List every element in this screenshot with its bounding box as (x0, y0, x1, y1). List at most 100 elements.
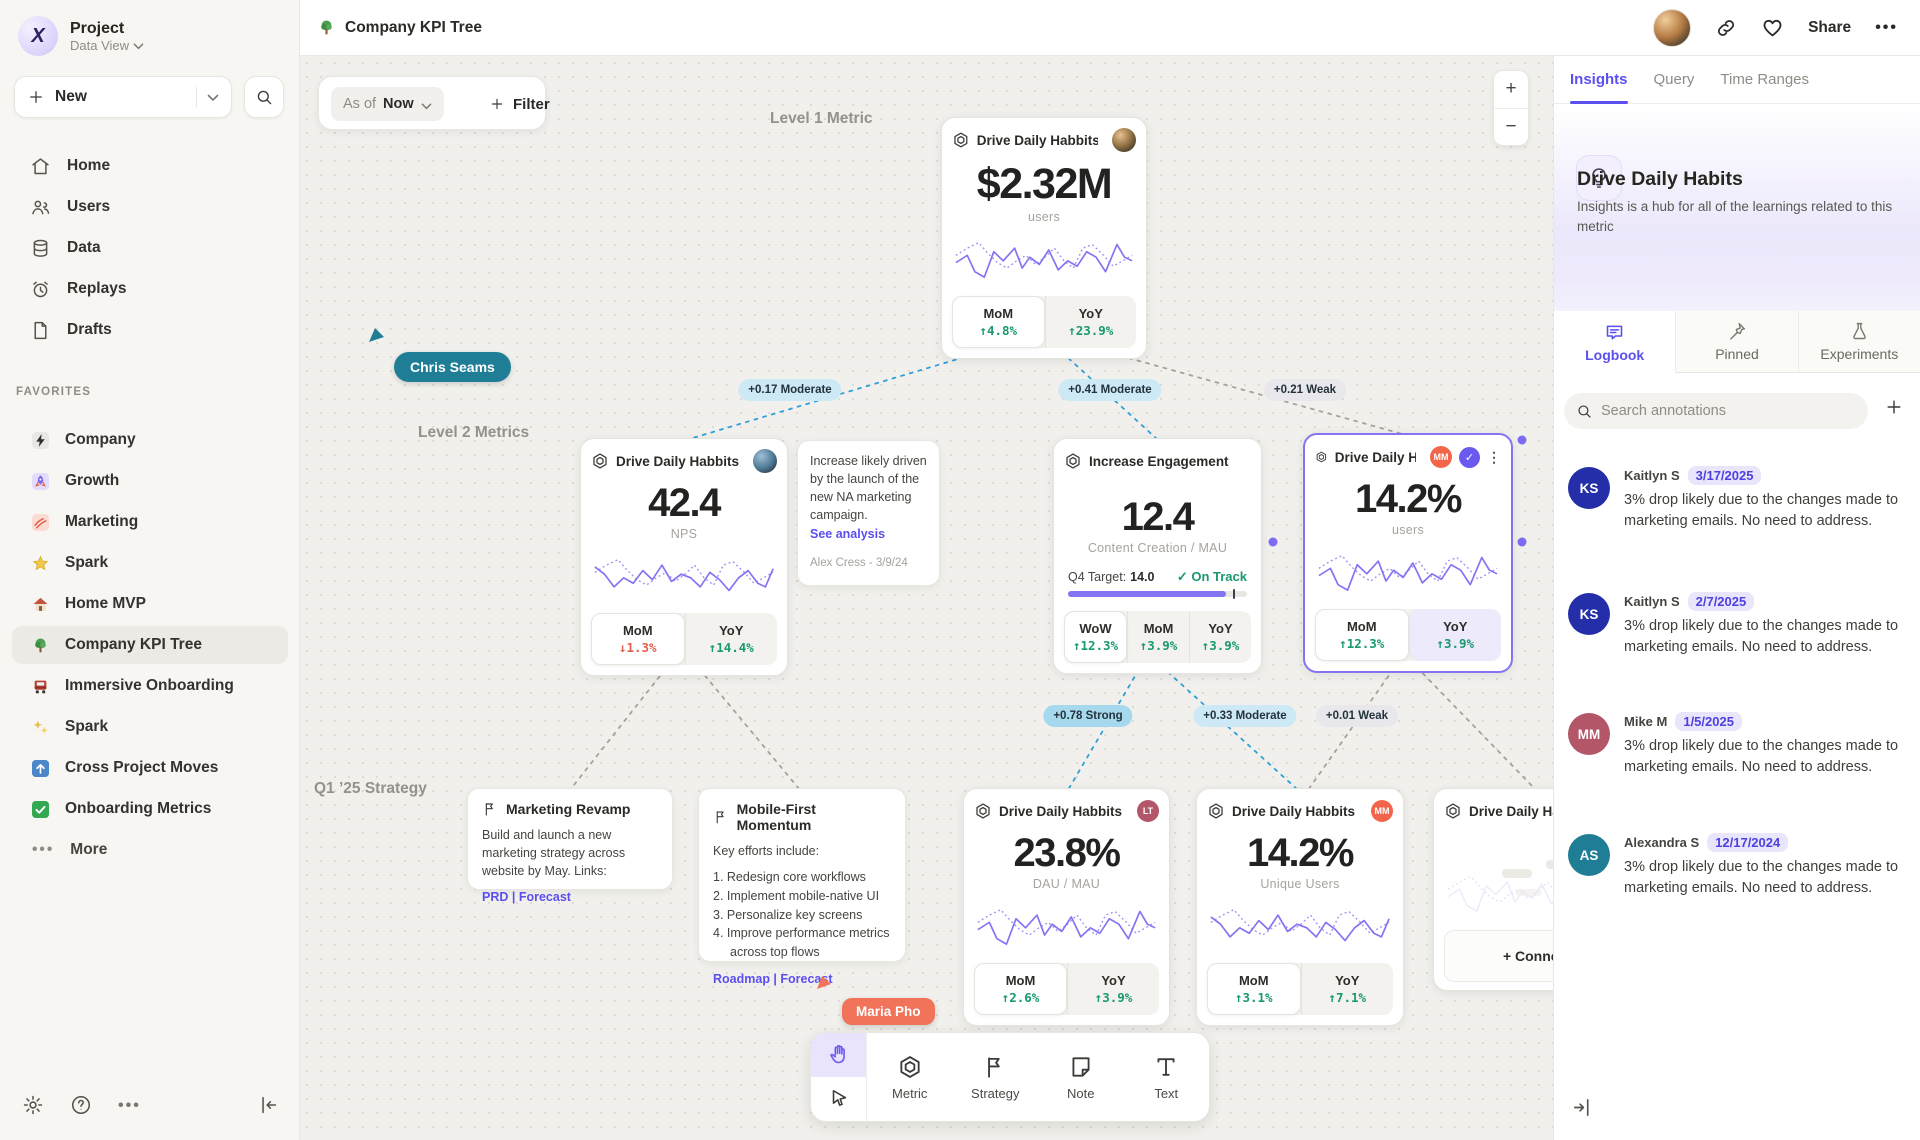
sidebar-item-spark[interactable]: Spark (12, 544, 288, 582)
zoom-in-button[interactable]: + (1494, 71, 1528, 108)
stat-yoy[interactable]: YoY ↑3.9% (1408, 609, 1501, 661)
favorite-button[interactable] (1761, 16, 1784, 39)
draft-icon (30, 320, 51, 341)
collaborator-badge: MM (1371, 800, 1393, 822)
subtab-experiments[interactable]: Experiments (1797, 311, 1920, 373)
stat-wow[interactable]: WoW ↑12.3% (1064, 611, 1127, 663)
sidebar-item-company[interactable]: Company (12, 421, 288, 459)
metric-card-dau-mau[interactable]: Drive Daily Habbits LT 23.8% DAU / MAU M… (963, 788, 1170, 1026)
sidebar-item-marketing[interactable]: Marketing (12, 503, 288, 541)
note-body: Build and launch a new marketing strateg… (482, 828, 626, 879)
project-switcher[interactable]: X Project Data View (18, 16, 144, 56)
metric-tool-button[interactable]: Metric (867, 1033, 953, 1121)
metric-icon (1315, 448, 1328, 466)
share-button[interactable]: Share (1808, 18, 1852, 36)
tab-time-ranges[interactable]: Time Ranges (1720, 71, 1810, 88)
lightbulb-icon (1587, 166, 1611, 190)
copy-link-button[interactable] (1715, 17, 1737, 39)
stat-mom[interactable]: MoM ↓1.3% (591, 613, 685, 665)
settings-button[interactable] (22, 1094, 44, 1116)
sidebar-item-company-kpi-tree[interactable]: Company KPI Tree (12, 626, 288, 664)
sidebar-item-onboarding-metrics[interactable]: Onboarding Metrics (12, 790, 288, 828)
train-icon (32, 678, 49, 695)
metric-card-ghost[interactable]: Drive Daily Habbits + Connect (1433, 788, 1553, 991)
annotation-note[interactable]: Increase likely driven by the launch of … (797, 440, 940, 586)
new-button[interactable]: New (14, 76, 232, 118)
target-label: Q4 Target: (1068, 570, 1127, 584)
stat-mom[interactable]: MoM ↑4.8% (952, 296, 1045, 348)
tab-query[interactable]: Query (1653, 71, 1695, 88)
user-avatar[interactable] (1653, 8, 1692, 47)
stat-yoy[interactable]: YoY ↑3.9% (1067, 963, 1159, 1015)
strategy-tool-button[interactable]: Strategy (953, 1033, 1039, 1121)
bolt-icon (32, 431, 49, 449)
metric-card-level1[interactable]: Drive Daily Habbits $2.32M users MoM ↑4.8… (941, 117, 1147, 359)
stat-mom[interactable]: MoM ↑3.1% (1207, 963, 1301, 1015)
status-badge: ✓ On Track (1176, 569, 1247, 584)
annotation-item[interactable]: AS Alexandra S 12/17/2024 3% drop likely … (1568, 833, 1908, 899)
stat-yoy[interactable]: YoY ↑7.1% (1300, 963, 1394, 1015)
text-tool-button[interactable]: Text (1124, 1033, 1210, 1121)
flag-icon (982, 1054, 1008, 1080)
search-icon (1576, 403, 1593, 420)
connect-button[interactable]: + Connect (1444, 930, 1553, 982)
metric-card-unique-users[interactable]: Drive Daily Habbits MM 14.2% Unique User… (1196, 788, 1404, 1026)
metric-icon (952, 131, 970, 149)
sidebar-item-growth[interactable]: Growth (12, 462, 288, 500)
help-button[interactable] (70, 1094, 92, 1116)
sidebar-item-more[interactable]: ••• More (32, 841, 108, 858)
stat-yoy[interactable]: YoY ↑3.9% (1189, 611, 1251, 663)
sidebar-item-home[interactable]: Home (12, 146, 288, 186)
select-tool-button[interactable] (811, 1077, 866, 1121)
annotation-avatar: KS (1568, 467, 1610, 509)
sidebar-search-button[interactable] (244, 76, 284, 118)
annotation-item[interactable]: KS Kaitlyn S 2/7/2025 3% drop likely due … (1568, 592, 1908, 658)
kpi-tree-canvas[interactable]: As of Now Filter + − Level 1 Metric Leve… (300, 56, 1553, 1140)
metric-card-nps[interactable]: Drive Daily Habbits 42.4 NPS MoM ↓1.3% Yo… (580, 438, 788, 676)
see-analysis-link[interactable]: See analysis (810, 526, 886, 541)
hand-tool-button[interactable] (811, 1033, 866, 1077)
as-of-dropdown[interactable]: As of Now (331, 87, 444, 121)
collapse-sidebar-button[interactable] (258, 1094, 280, 1116)
sidebar-item-cross-project-moves[interactable]: Cross Project Moves (12, 749, 288, 787)
stat-mom[interactable]: MoM ↑3.9% (1127, 611, 1189, 663)
sidebar-item-data[interactable]: Data (12, 228, 288, 268)
sidebar-item-users[interactable]: Users (12, 187, 288, 227)
card-menu-button[interactable]: ⋮ (1487, 448, 1501, 465)
stat-yoy[interactable]: YoY ↑14.4% (684, 613, 778, 665)
note-tool-button[interactable]: Note (1038, 1033, 1124, 1121)
add-annotation-button[interactable] (1884, 397, 1904, 417)
sidebar-item-home-mvp[interactable]: Home MVP (12, 585, 288, 623)
metric-card-selected[interactable]: Drive Daily Habb.. MM ✓ ⋮ 14.2% users Mo… (1303, 433, 1513, 673)
more-options-button[interactable]: ••• (118, 1097, 141, 1114)
note-links[interactable]: PRD | Forecast (482, 890, 571, 905)
overflow-menu-button[interactable]: ••• (1875, 18, 1898, 36)
collapse-panel-button[interactable] (1570, 1096, 1593, 1119)
sidebar-item-replays[interactable]: Replays (12, 269, 288, 309)
zoom-out-button[interactable]: − (1494, 107, 1528, 146)
metric-unit: Unique Users (1260, 877, 1340, 891)
filter-button[interactable]: Filter (489, 87, 550, 121)
sidebar-item-drafts[interactable]: Drafts (12, 310, 288, 350)
note-links[interactable]: Roadmap | Forecast (713, 971, 833, 986)
annotation-search-input[interactable] (1601, 403, 1841, 419)
cursor-pointer-icon (369, 328, 384, 342)
metric-card-engagement[interactable]: Increase Engagement 12.4 Content Creatio… (1053, 438, 1262, 674)
stat-mom[interactable]: MoM ↑12.3% (1315, 609, 1409, 661)
strategy-note-mobile-first[interactable]: Mobile-First Momentum Key efforts includ… (698, 788, 906, 986)
plus-icon (489, 96, 505, 112)
stat-yoy[interactable]: YoY ↑23.9% (1044, 296, 1137, 348)
stat-mom[interactable]: MoM ↑2.6% (974, 963, 1067, 1015)
sidebar-item-spark-2[interactable]: Spark (12, 708, 288, 746)
strategy-note-marketing-revamp[interactable]: Marketing Revamp Build and launch a new … (467, 788, 673, 904)
sidebar-item-immersive-onboarding[interactable]: Immersive Onboarding (12, 667, 288, 705)
subtab-logbook[interactable]: Logbook (1554, 311, 1676, 373)
annotation-item[interactable]: KS Kaitlyn S 3/17/2025 3% drop likely due… (1568, 466, 1908, 532)
tab-insights[interactable]: Insights (1570, 56, 1628, 104)
subtab-pinned[interactable]: Pinned (1675, 311, 1798, 373)
project-title: Project (70, 19, 125, 37)
chevron-down-icon[interactable] (207, 91, 219, 103)
annotation-item[interactable]: MM Mike M 1/5/2025 3% drop likely due to … (1568, 712, 1908, 778)
edge-label: +0.78 Strong (1043, 705, 1133, 727)
annotation-search[interactable] (1564, 393, 1868, 429)
